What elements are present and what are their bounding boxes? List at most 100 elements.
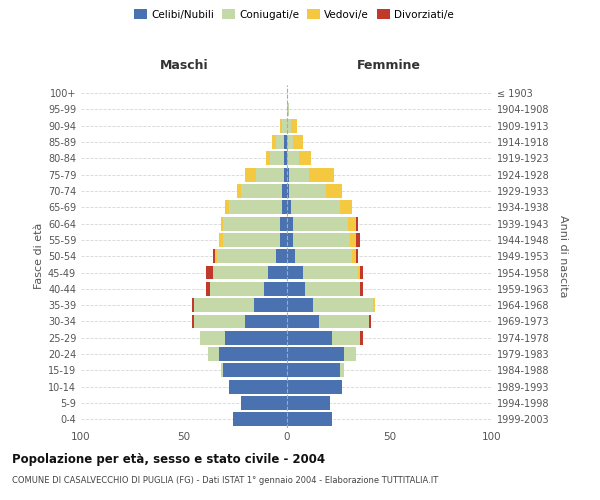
Bar <box>217 250 276 263</box>
Bar <box>340 364 344 378</box>
Bar <box>293 233 350 247</box>
Bar <box>223 233 280 247</box>
Bar <box>233 412 287 426</box>
Bar <box>280 216 287 230</box>
Bar <box>284 168 287 181</box>
Bar <box>283 200 287 214</box>
Bar <box>208 347 218 361</box>
Bar <box>287 152 299 166</box>
Bar <box>287 298 313 312</box>
Bar <box>270 152 284 166</box>
Bar <box>221 216 223 230</box>
Bar <box>212 266 268 280</box>
Bar <box>287 331 332 344</box>
Bar <box>319 314 369 328</box>
Bar <box>287 396 329 410</box>
Bar <box>344 347 356 361</box>
Bar <box>229 200 283 214</box>
Bar <box>194 298 254 312</box>
Bar <box>206 266 212 280</box>
Bar <box>295 250 352 263</box>
Bar <box>361 282 362 296</box>
Text: Popolazione per età, sesso e stato civile - 2004: Popolazione per età, sesso e stato civil… <box>12 452 325 466</box>
Bar <box>218 347 287 361</box>
Bar <box>313 298 373 312</box>
Bar <box>287 184 289 198</box>
Bar <box>280 119 283 132</box>
Bar <box>289 184 326 198</box>
Bar <box>309 168 334 181</box>
Bar <box>287 233 293 247</box>
Bar <box>237 184 241 198</box>
Bar <box>293 135 303 149</box>
Bar <box>340 200 352 214</box>
Bar <box>348 216 356 230</box>
Bar <box>241 184 283 198</box>
Bar <box>225 200 229 214</box>
Bar <box>283 119 287 132</box>
Bar <box>303 266 358 280</box>
Bar <box>212 250 215 263</box>
Bar <box>218 233 223 247</box>
Bar <box>356 233 361 247</box>
Bar <box>356 216 358 230</box>
Text: Femmine: Femmine <box>357 59 421 72</box>
Y-axis label: Anni di nascita: Anni di nascita <box>557 215 568 298</box>
Bar <box>332 331 361 344</box>
Bar <box>268 266 287 280</box>
Bar <box>211 282 264 296</box>
Bar <box>287 216 293 230</box>
Bar <box>287 412 332 426</box>
Bar <box>287 364 340 378</box>
Bar <box>254 298 287 312</box>
Bar <box>223 216 280 230</box>
Bar <box>241 396 287 410</box>
Bar <box>280 233 287 247</box>
Bar <box>356 250 358 263</box>
Bar <box>225 331 287 344</box>
Bar <box>287 380 342 394</box>
Bar <box>287 282 305 296</box>
Bar <box>272 135 276 149</box>
Bar <box>206 282 211 296</box>
Bar <box>245 314 287 328</box>
Bar <box>299 152 311 166</box>
Bar <box>192 298 194 312</box>
Bar <box>350 233 356 247</box>
Bar <box>290 200 340 214</box>
Bar <box>284 152 287 166</box>
Bar <box>284 135 287 149</box>
Bar <box>287 102 289 117</box>
Text: Maschi: Maschi <box>160 59 208 72</box>
Bar <box>215 250 217 263</box>
Bar <box>293 216 348 230</box>
Bar <box>276 135 284 149</box>
Bar <box>194 314 245 328</box>
Bar <box>223 364 287 378</box>
Bar <box>287 250 295 263</box>
Bar <box>361 266 362 280</box>
Bar <box>221 364 223 378</box>
Bar <box>192 314 194 328</box>
Bar <box>287 119 290 132</box>
Bar <box>264 282 287 296</box>
Bar <box>287 314 319 328</box>
Bar <box>326 184 342 198</box>
Bar <box>358 266 361 280</box>
Y-axis label: Fasce di età: Fasce di età <box>34 223 44 290</box>
Bar <box>287 266 303 280</box>
Bar <box>305 282 361 296</box>
Bar <box>290 119 297 132</box>
Bar <box>283 184 287 198</box>
Bar <box>256 168 284 181</box>
Bar <box>287 168 289 181</box>
Bar <box>361 331 362 344</box>
Bar <box>287 347 344 361</box>
Bar <box>373 298 375 312</box>
Bar <box>276 250 287 263</box>
Bar <box>266 152 270 166</box>
Bar <box>200 331 225 344</box>
Text: COMUNE DI CASALVECCHIO DI PUGLIA (FG) - Dati ISTAT 1° gennaio 2004 - Elaborazion: COMUNE DI CASALVECCHIO DI PUGLIA (FG) - … <box>12 476 438 485</box>
Bar <box>289 168 309 181</box>
Legend: Celibi/Nubili, Coniugati/e, Vedovi/e, Divorziati/e: Celibi/Nubili, Coniugati/e, Vedovi/e, Di… <box>130 5 458 24</box>
